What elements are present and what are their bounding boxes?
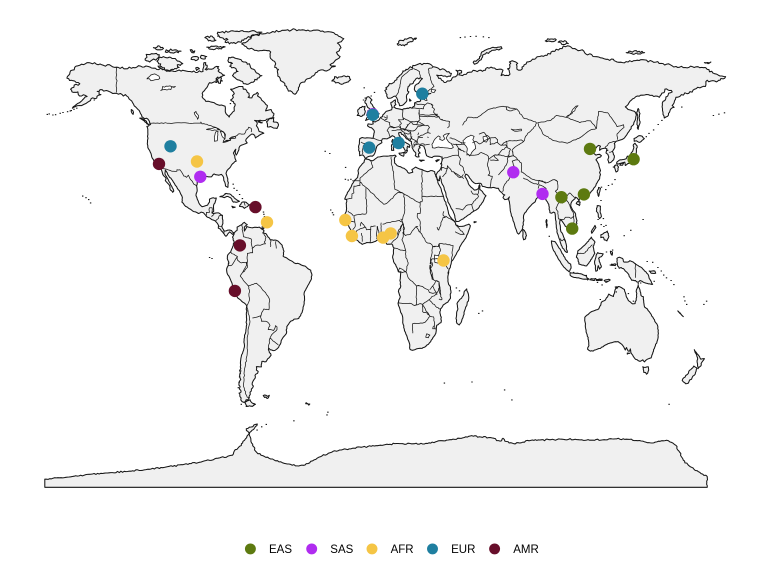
svg-text:AMR: AMR xyxy=(513,544,539,556)
svg-text:EUR: EUR xyxy=(451,544,475,556)
svg-text:SAS: SAS xyxy=(330,544,353,556)
svg-text:AFR: AFR xyxy=(391,544,414,556)
svg-text:EAS: EAS xyxy=(269,544,292,556)
